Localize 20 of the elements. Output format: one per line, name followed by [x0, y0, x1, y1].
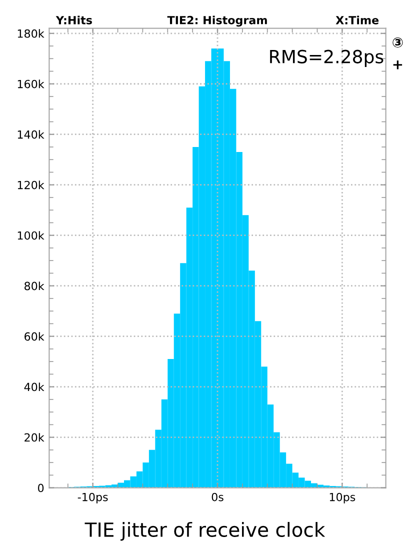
y-axis-title: Y:Hits: [56, 16, 92, 24]
annotation: RMS=2.28ps: [270, 50, 384, 67]
text: ③: [392, 38, 403, 48]
x-tick-label: 10ps: [330, 492, 356, 504]
y-tick-label: 100k: [18, 231, 44, 240]
text: TIE jitter of receive clock: [84, 522, 326, 541]
y-tick-label: 140k: [18, 130, 44, 139]
y-tick-label: 120k: [18, 180, 44, 190]
y-tick-label: 20k: [24, 433, 44, 442]
x-tick-label: -10ps: [78, 492, 108, 504]
y-tick-label: 160k: [18, 80, 44, 88]
y-tick-label: 180k: [18, 29, 44, 38]
x-axis-title: X:Time: [336, 16, 379, 24]
text: +: [393, 60, 402, 70]
y-tick-label: 60k: [24, 332, 44, 341]
y-tick-label: 0: [38, 484, 44, 492]
y-tick-label: 40k: [24, 382, 44, 392]
x-tick-label: 0s: [212, 492, 224, 502]
y-tick-label: 80k: [24, 282, 44, 290]
chart-title: TIE2: Histogram: [167, 16, 267, 27]
